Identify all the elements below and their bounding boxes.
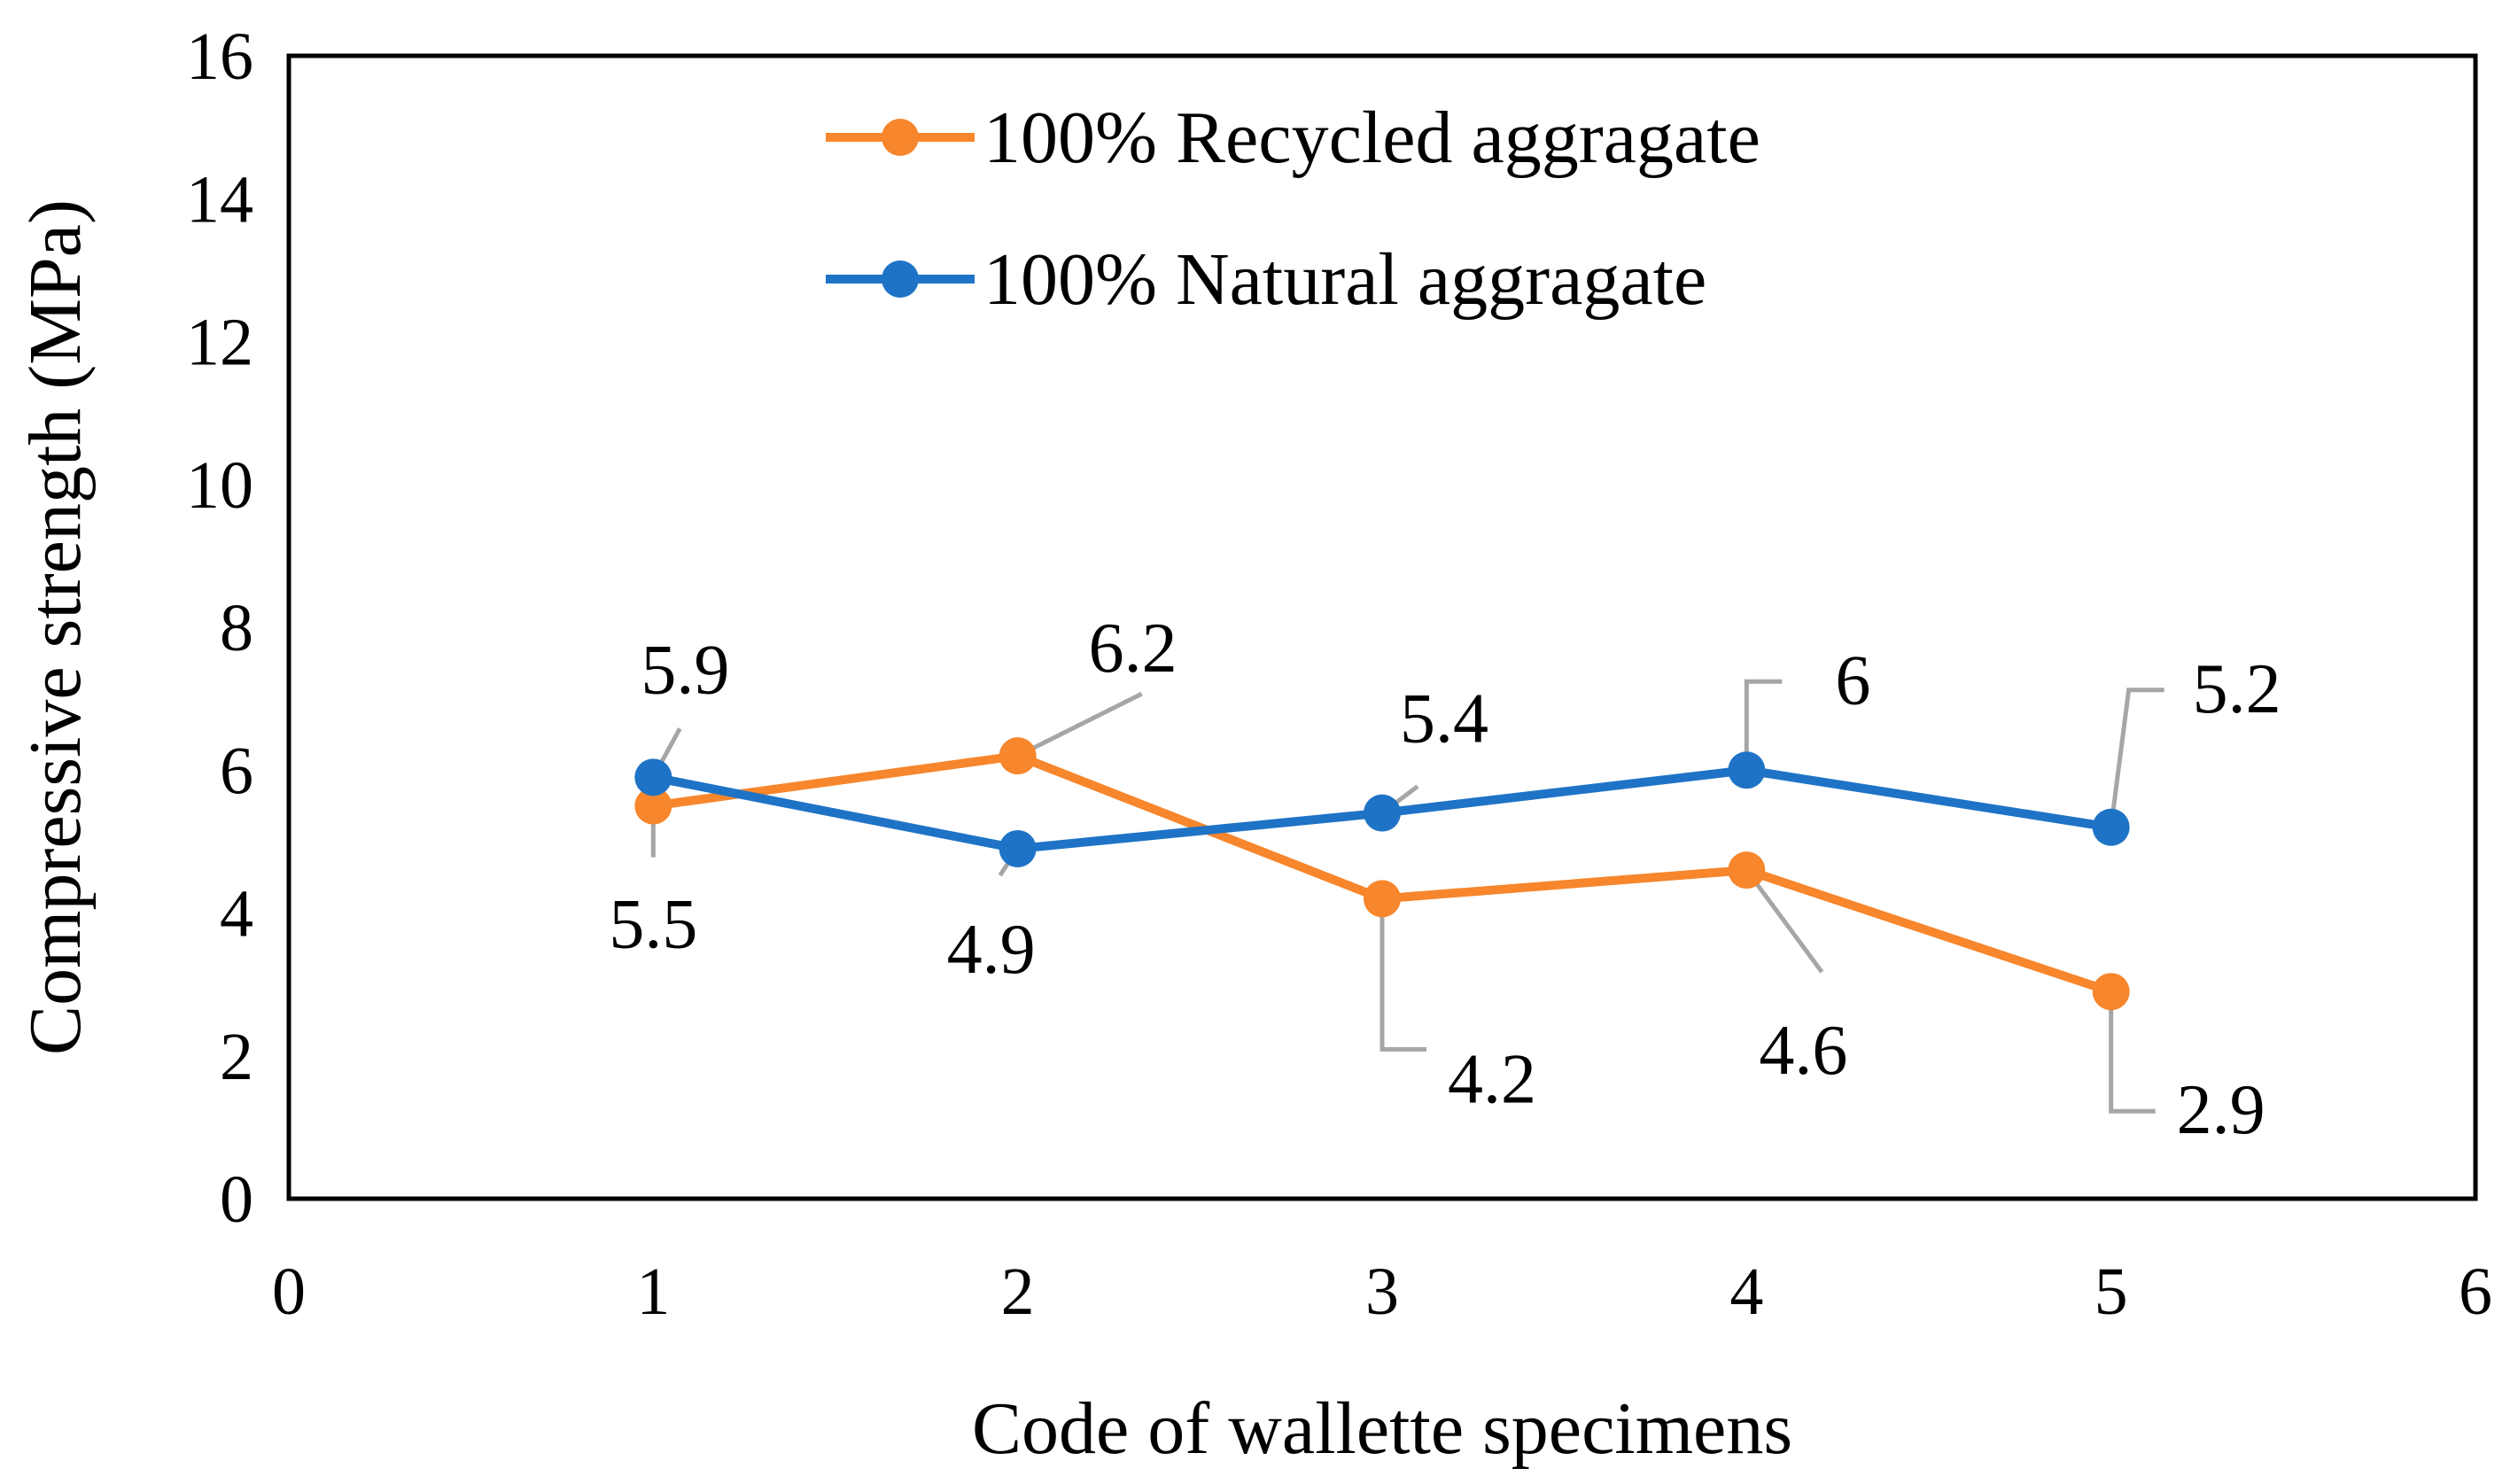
x-tick-label: 6 (2459, 1255, 2492, 1329)
y-tick-label: 8 (220, 591, 253, 665)
leader-lines (650, 679, 2164, 1114)
data-label: 4.9 (947, 911, 1036, 989)
y-axis-title: Compressive strength (MPa) (14, 199, 97, 1055)
legend-label: 100% Recycled aggragate (983, 97, 1760, 179)
leader-line (1744, 679, 1783, 771)
data-labels: 5.5 6.2 4.2 4.6 2.9 5.9 4.9 5.4 6 5.2 (609, 610, 2281, 1149)
data-label: 6.2 (1089, 610, 1177, 688)
y-tick-label: 16 (186, 19, 253, 94)
x-axis-ticks: 0 1 2 3 4 5 6 (272, 1255, 2492, 1329)
data-point (999, 829, 1037, 867)
legend: 100% Recycled aggragate 100% Natural aggr… (826, 97, 1760, 321)
y-tick-label: 12 (186, 306, 253, 380)
y-tick-label: 0 (220, 1162, 253, 1237)
leader-line (1379, 898, 1426, 1052)
y-tick-label: 6 (220, 734, 253, 808)
data-point (1728, 751, 1766, 789)
y-tick-label: 2 (220, 1020, 253, 1094)
data-point (1364, 794, 1401, 832)
data-label: 6 (1835, 641, 1870, 719)
y-axis-ticks: 0 2 4 6 8 10 12 14 16 (186, 19, 253, 1237)
x-axis-title: Code of wallette specimens (972, 1387, 1792, 1470)
data-label: 5.5 (609, 886, 697, 964)
series-layer (634, 737, 2130, 1011)
legend-label: 100% Natural aggragate (983, 238, 1706, 321)
y-tick-label: 4 (220, 877, 253, 952)
y-tick-label: 14 (186, 162, 253, 237)
x-tick-label: 1 (636, 1255, 670, 1329)
x-tick-label: 5 (2094, 1255, 2128, 1329)
legend-swatch-marker (882, 119, 919, 156)
data-point (1364, 880, 1401, 918)
data-point (634, 787, 672, 825)
data-label: 2.9 (2177, 1071, 2265, 1149)
leader-line (2109, 688, 2164, 828)
leader-line (1016, 691, 1143, 758)
legend-swatch-marker (882, 260, 919, 298)
data-point (634, 758, 672, 796)
data-label: 5.2 (2193, 650, 2281, 728)
x-tick-label: 2 (1001, 1255, 1035, 1329)
leader-line (1745, 868, 1824, 974)
x-tick-label: 3 (1365, 1255, 1399, 1329)
data-label: 5.9 (641, 631, 729, 709)
data-point (999, 737, 1037, 775)
data-label: 4.2 (1448, 1040, 1536, 1118)
data-label: 4.6 (1759, 1012, 1847, 1090)
data-point (2092, 973, 2130, 1011)
data-point (1728, 851, 1766, 890)
leader-line (2109, 991, 2156, 1114)
x-tick-label: 0 (272, 1255, 306, 1329)
x-tick-label: 4 (1729, 1255, 1763, 1329)
y-tick-label: 10 (186, 448, 253, 523)
data-point (2092, 808, 2130, 846)
data-label: 5.4 (1400, 680, 1488, 758)
